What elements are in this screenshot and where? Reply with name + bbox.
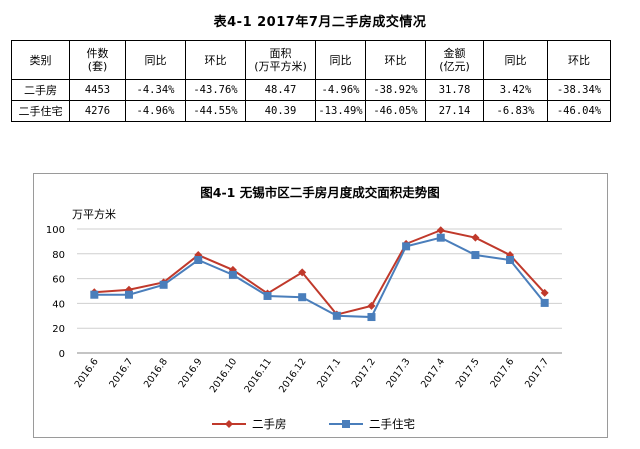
table-cell: -43.76% xyxy=(185,79,246,101)
legend-marker xyxy=(225,420,233,428)
data-point xyxy=(263,291,272,300)
series-2 xyxy=(90,233,549,322)
x-tick-label: 2017.5 xyxy=(454,356,482,390)
table-cell: -46.05% xyxy=(365,100,426,122)
table-cell: -38.92% xyxy=(365,79,426,101)
header-category: 类别 xyxy=(11,40,70,80)
series-line xyxy=(94,229,546,316)
x-tick-label: 2016.9 xyxy=(177,356,205,390)
data-point xyxy=(471,233,480,242)
data-point xyxy=(436,233,445,242)
data-point xyxy=(194,251,203,260)
table-cell: -4.34% xyxy=(125,79,186,101)
header-area: 面积 (万平方米) xyxy=(245,40,316,80)
data-point xyxy=(540,288,549,297)
data-point xyxy=(124,290,133,299)
y-axis-label: 万平方米 xyxy=(72,207,116,221)
series-1 xyxy=(90,226,549,319)
x-tick-label: 2017.4 xyxy=(419,356,447,390)
data-point xyxy=(367,301,376,310)
data-point xyxy=(506,251,515,260)
x-tick-label: 2017.2 xyxy=(350,356,378,390)
x-tick-label: 2016.6 xyxy=(73,356,101,390)
data-point xyxy=(159,280,168,289)
table-header-row: 类别 件数 (套) 同比 环比 面积 (万平方米) 同比 环比 金额 (亿元) 同比 … xyxy=(11,40,611,80)
data-point xyxy=(402,242,411,251)
x-tick-label: 2016.8 xyxy=(142,356,170,390)
header-amount-yoy: 同比 xyxy=(483,40,548,80)
x-tick-label: 2016.11 xyxy=(242,356,274,394)
data-point xyxy=(471,251,480,260)
y-tick-label: 0 xyxy=(59,349,65,360)
data-point xyxy=(124,285,133,294)
sales-table: 类别 件数 (套) 同比 环比 面积 (万平方米) 同比 环比 金额 (亿元) 同比 … xyxy=(11,40,611,122)
chart-frame: 图4-1 无锡市区二手房月度成交面积走势图 万平方米 0 20 40 60 80 100 … xyxy=(33,173,608,438)
header-area-mom: 环比 xyxy=(365,40,426,80)
x-tick-label: 2017.7 xyxy=(523,356,551,390)
y-tick-label: 80 xyxy=(52,250,65,261)
header-count: 件数 (套) xyxy=(69,40,126,80)
x-tick-label: 2017.6 xyxy=(488,356,516,390)
table-cell: 4453 xyxy=(69,79,126,101)
table-cell: 48.47 xyxy=(245,79,316,101)
table-cell: -38.34% xyxy=(547,79,611,101)
x-tick-label: 2016.10 xyxy=(208,356,240,394)
series-line xyxy=(94,236,546,319)
data-point xyxy=(506,256,515,264)
table-cell: -6.83% xyxy=(483,100,548,122)
line-chart: 图4-1 无锡市区二手房月度成交面积走势图 万平方米 020406080100 … xyxy=(46,185,562,431)
table-cell: 31.78 xyxy=(425,79,484,101)
data-point xyxy=(194,256,203,264)
table-row: 二手住宅 4276 -4.96% -44.55% 40.39 -13.49% -… xyxy=(11,100,611,122)
table-cell: 40.39 xyxy=(245,100,316,122)
table-cell: -44.55% xyxy=(185,100,246,122)
y-tick-label: 60 xyxy=(52,275,65,286)
data-point xyxy=(367,313,376,322)
data-point xyxy=(332,311,341,320)
header-count-yoy: 同比 xyxy=(125,40,186,80)
legend: 二手房 二手住宅 xyxy=(212,417,415,431)
data-point xyxy=(540,298,549,307)
table-cell: -13.49% xyxy=(315,100,366,122)
header-area-yoy: 同比 xyxy=(315,40,366,80)
table-title: 表4-1 2017年7月二手房成交情况 xyxy=(213,15,427,30)
data-point xyxy=(90,290,99,299)
y-tick-label: 40 xyxy=(52,299,65,310)
table-cell: -46.04% xyxy=(547,100,611,122)
table-cell: 3.42% xyxy=(483,79,548,101)
x-tick-label: 2016.7 xyxy=(107,356,135,390)
header-amount-mom: 环比 xyxy=(547,40,611,80)
y-tick-labels: 0 20 40 60 80 100 xyxy=(46,225,65,360)
x-tick-label: 2017.1 xyxy=(315,356,343,390)
row-label: 二手房 xyxy=(11,79,70,101)
table-cell: -4.96% xyxy=(315,79,366,101)
data-point xyxy=(436,226,445,235)
gridlines xyxy=(77,228,562,354)
table-row: 二手房 4453 -4.34% -43.76% 48.47 -4.96% -38… xyxy=(11,79,611,101)
y-tick-label: 100 xyxy=(46,225,65,236)
table-cell: 27.14 xyxy=(425,100,484,122)
legend-label: 二手房 xyxy=(252,417,287,431)
table-cell: -4.96% xyxy=(125,100,186,122)
table-cell: 4276 xyxy=(69,100,126,122)
x-tick-label: 2017.3 xyxy=(384,356,412,390)
data-point xyxy=(298,293,307,302)
header-count-mom: 环比 xyxy=(185,40,246,80)
chart-title: 图4-1 无锡市区二手房月度成交面积走势图 xyxy=(200,185,439,200)
x-tick-labels: 2016.6 2016.7 2016.8 2016.9 2016.10 2016.11 20… xyxy=(73,356,551,394)
row-label: 二手住宅 xyxy=(11,100,70,122)
data-point xyxy=(298,268,307,277)
legend-marker xyxy=(342,420,350,428)
x-tick-label: 2016.12 xyxy=(277,356,309,394)
data-point xyxy=(228,270,237,279)
y-tick-label: 20 xyxy=(52,324,65,335)
header-amount: 金额 (亿元) xyxy=(425,40,484,80)
legend-label: 二手住宅 xyxy=(369,417,415,431)
series-lines xyxy=(90,226,549,322)
